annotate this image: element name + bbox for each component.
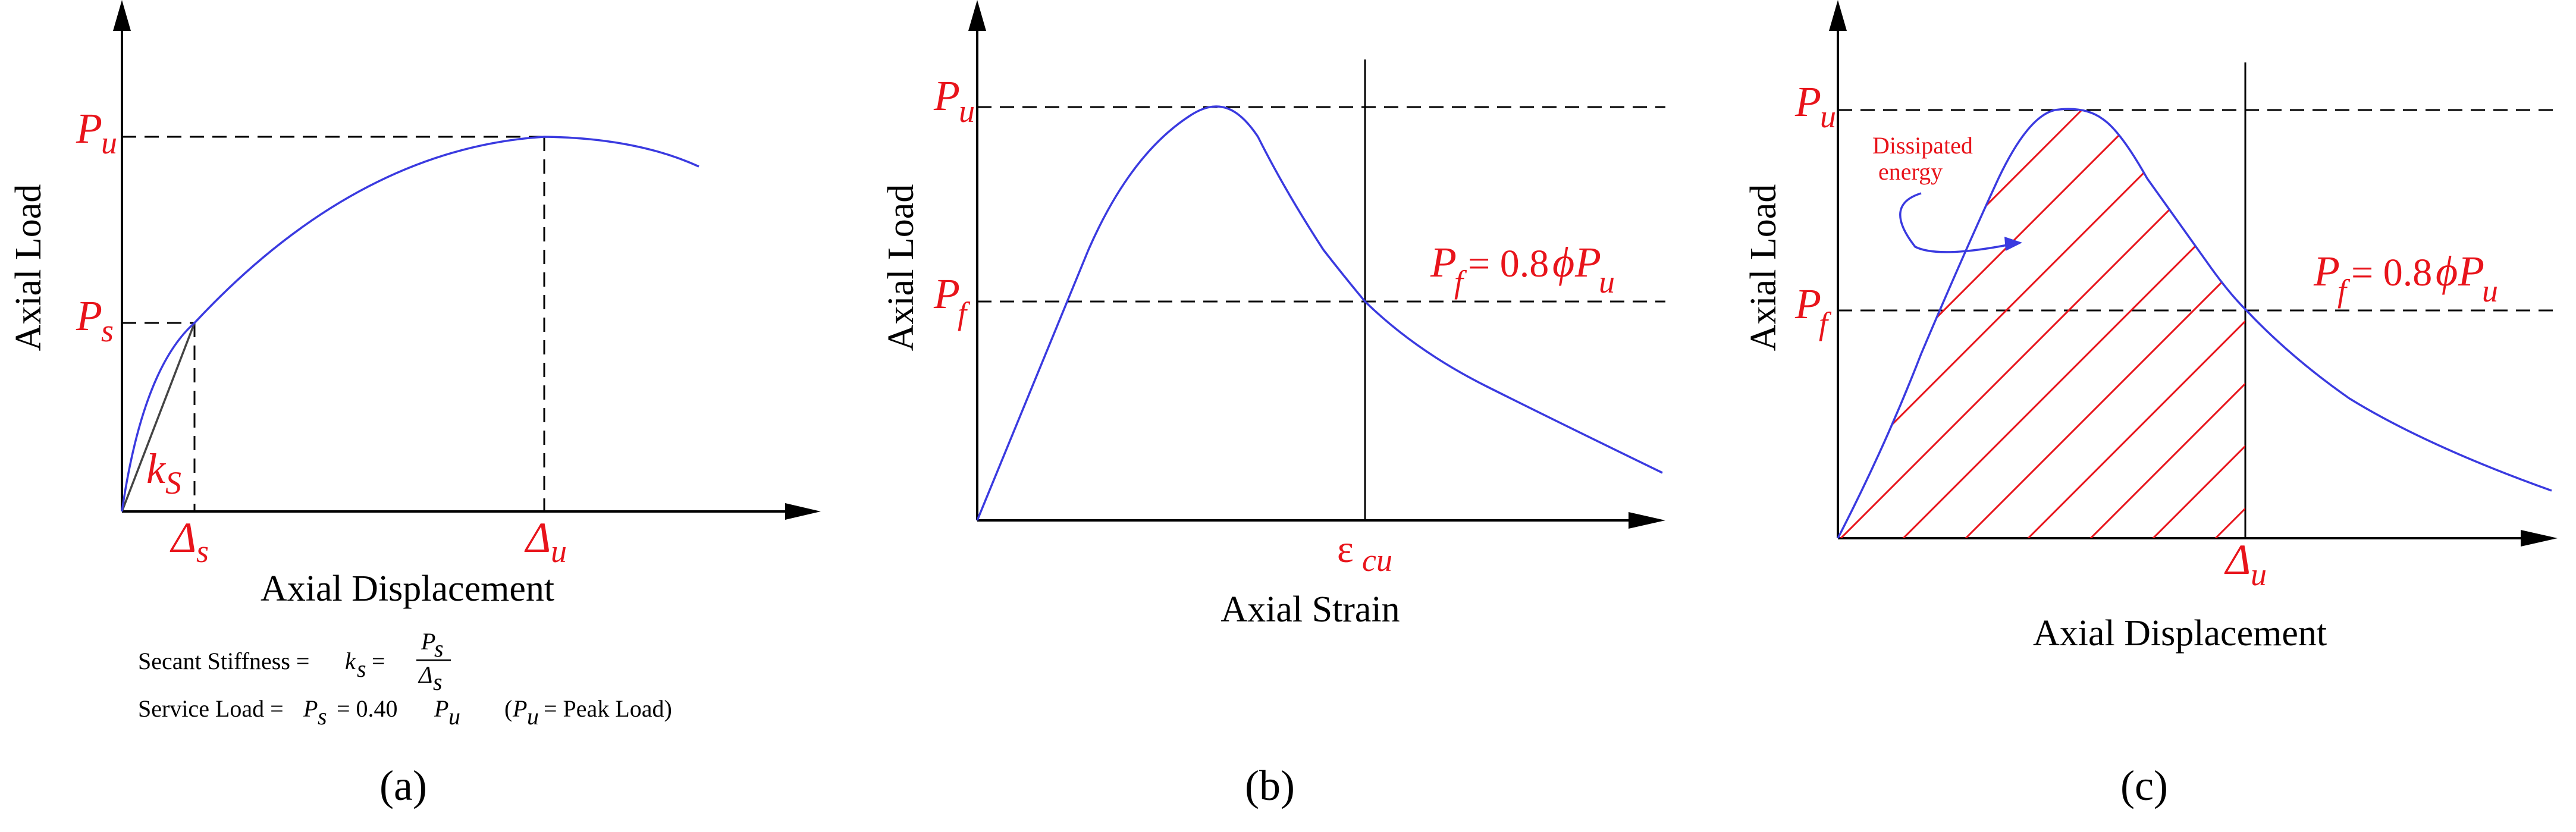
svg-text:Δ: Δ	[170, 514, 196, 561]
svg-text:P: P	[434, 695, 448, 722]
x-axis-arrowhead	[785, 503, 821, 520]
ecu-tick-label: ε cu	[1337, 528, 1392, 578]
svg-text:f: f	[958, 296, 971, 331]
svg-text:P: P	[1794, 280, 1821, 328]
x-axis-label: Axial Strain	[1220, 589, 1400, 630]
svg-text:Service Load =: Service Load =	[138, 695, 284, 722]
svg-text:Δ: Δ	[418, 661, 432, 688]
svg-text:u: u	[527, 703, 539, 730]
svg-text:cu: cu	[1362, 542, 1392, 578]
du-tick-label: Δ u	[524, 514, 567, 569]
y-axis-arrowhead	[1829, 0, 1847, 31]
load-displacement-curve	[1837, 108, 2552, 539]
svg-text:s: s	[433, 668, 443, 695]
svg-text:P: P	[76, 105, 102, 152]
svg-text:S: S	[165, 465, 181, 501]
service-load-note: Service Load = P s = 0.40 P u ( P u = Pe…	[138, 695, 672, 730]
svg-text:P: P	[512, 695, 527, 722]
svg-text:ε: ε	[1337, 528, 1354, 571]
svg-text:P: P	[303, 695, 318, 722]
x-axis-arrowhead	[1629, 512, 1665, 529]
svg-text:P: P	[933, 270, 960, 318]
svg-text:Δ: Δ	[2224, 536, 2251, 583]
svg-text:s: s	[101, 313, 114, 349]
svg-text:Secant Stiffness =: Secant Stiffness =	[138, 648, 309, 674]
annotation-line2: energy	[1878, 158, 1943, 185]
svg-text:= Peak Load): = Peak Load)	[538, 695, 672, 722]
svg-text:P: P	[2313, 247, 2340, 295]
y-axis-arrowhead	[968, 0, 986, 31]
svg-text:u: u	[1820, 99, 1836, 134]
pf-equation: P f = 0.8 ϕ P u	[2313, 247, 2498, 309]
svg-text:u: u	[1599, 264, 1615, 300]
svg-text:u: u	[551, 533, 567, 569]
svg-text:= 0.8: = 0.8	[1468, 242, 1549, 285]
svg-text:(: (	[504, 695, 512, 722]
pu-tick-label: P u	[76, 105, 117, 161]
svg-text:u: u	[2251, 557, 2267, 592]
svg-text:s: s	[196, 533, 209, 569]
pu-tick-label: P u	[933, 72, 975, 129]
svg-text:s: s	[318, 703, 327, 730]
svg-text:= 0.40: = 0.40	[331, 695, 404, 722]
svg-text:u: u	[959, 93, 975, 129]
slope-label: k S	[146, 445, 181, 501]
panel-b: Axial Load P u P f P f = 0.8 ϕ P u ε cu …	[881, 0, 1665, 809]
svg-text:P: P	[1794, 78, 1821, 125]
y-axis-label: Axial Load	[1743, 184, 1784, 351]
pf-tick-label: P f	[1794, 280, 1832, 341]
svg-text:P: P	[1574, 238, 1601, 286]
svg-text:s: s	[357, 655, 366, 682]
svg-text:u: u	[448, 703, 460, 730]
svg-text:k: k	[345, 648, 356, 674]
svg-text:P: P	[76, 292, 102, 340]
svg-text:ϕ: ϕ	[2436, 247, 2458, 295]
svg-text:u: u	[2482, 273, 2498, 309]
y-axis-arrowhead	[113, 0, 131, 31]
svg-text:=: =	[372, 648, 385, 674]
ps-tick-label: P s	[76, 292, 114, 349]
x-axis-arrowhead	[2521, 530, 2558, 547]
caption-a: (a)	[379, 762, 427, 809]
pu-tick-label: P u	[1794, 78, 1836, 134]
svg-text:u: u	[101, 125, 117, 161]
svg-text:f: f	[1454, 264, 1467, 300]
caption-b: (b)	[1245, 762, 1295, 809]
secant-line	[121, 322, 196, 512]
svg-text:ϕ: ϕ	[1552, 238, 1574, 286]
ds-tick-label: Δ s	[170, 514, 209, 569]
caption-c: (c)	[2120, 762, 2168, 809]
svg-text:P: P	[2458, 247, 2484, 295]
panel-a: Axial Load P u P s k S Δ s Δ u Axial Dis…	[8, 0, 821, 809]
svg-text:= 0.8: = 0.8	[2351, 251, 2432, 294]
load-strain-curve	[976, 105, 1663, 521]
pf-tick-label: P f	[933, 270, 971, 331]
svg-text:s: s	[434, 635, 444, 662]
annotation-line1: Dissipated	[1872, 132, 1973, 159]
svg-text:f: f	[2337, 273, 2351, 309]
svg-text:P: P	[421, 628, 435, 655]
load-displacement-curve	[121, 136, 699, 512]
pf-equation: P f = 0.8 ϕ P u	[1430, 238, 1615, 300]
svg-text:k: k	[146, 445, 167, 492]
du-tick-label: Δ u	[2224, 536, 2267, 592]
y-axis-label: Axial Load	[881, 184, 921, 351]
panel-c: Dissipated energy Axial Load P u P f P f…	[1743, 0, 2558, 809]
y-axis-label: Axial Load	[8, 184, 49, 351]
svg-text:f: f	[1819, 306, 1832, 341]
x-axis-label: Axial Displacement	[2033, 613, 2327, 654]
annotation-arrowhead	[2004, 237, 2022, 251]
svg-text:Δ: Δ	[524, 514, 551, 561]
svg-text:P: P	[1430, 238, 1457, 286]
svg-text:P: P	[933, 72, 960, 120]
annotation-arrow	[1899, 192, 2014, 253]
secant-stiffness-note: Secant Stiffness = k s = P s Δ s	[138, 628, 451, 695]
x-axis-label: Axial Displacement	[261, 569, 554, 609]
